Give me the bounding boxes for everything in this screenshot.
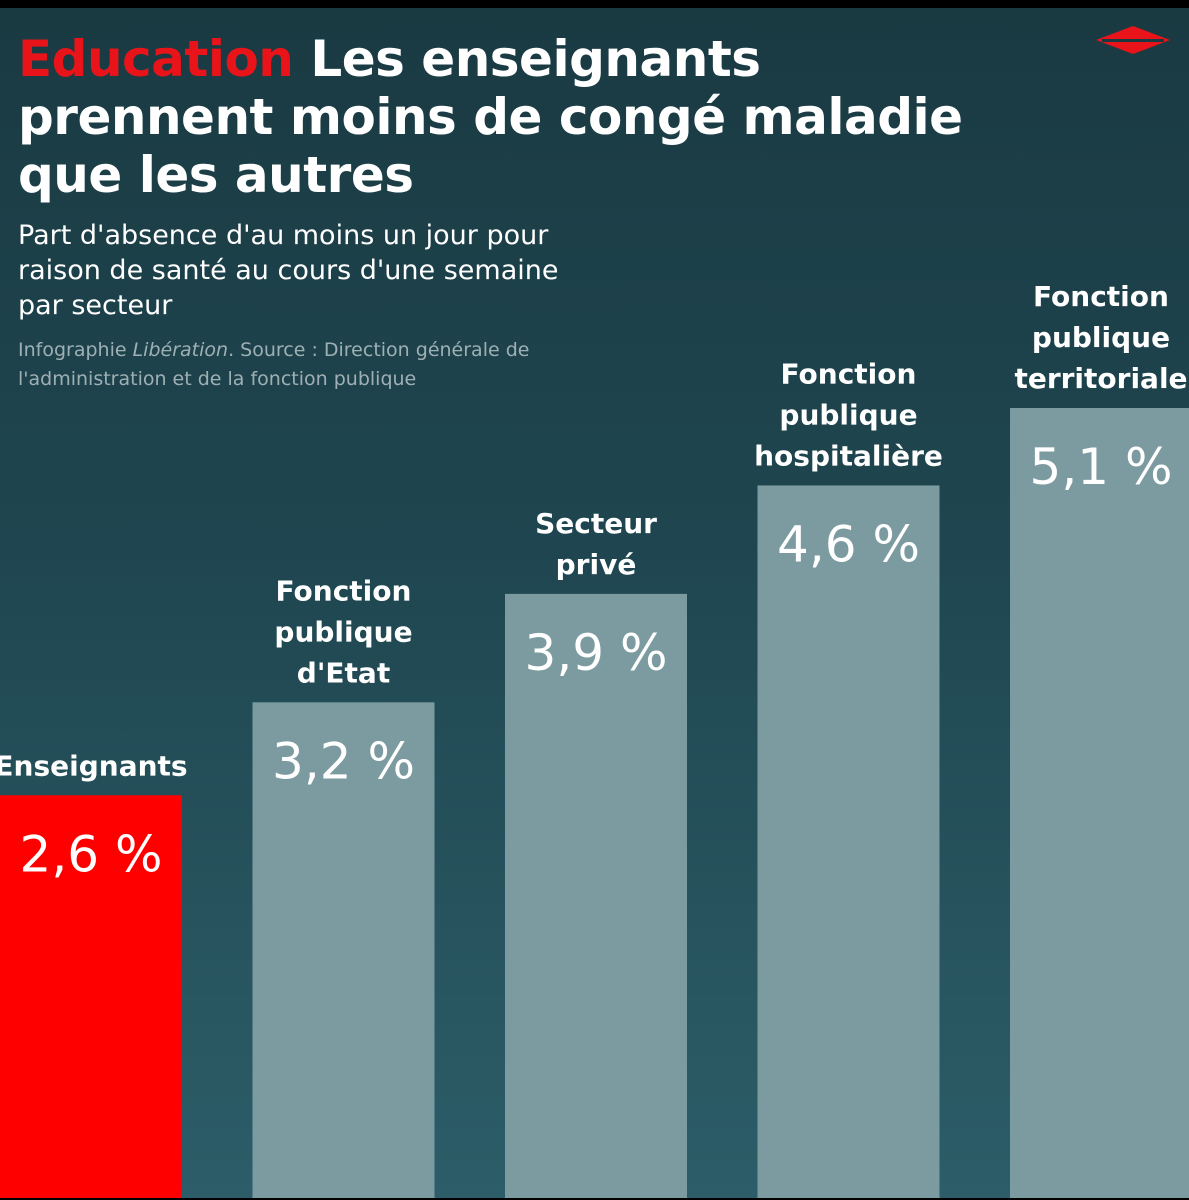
bar-3 bbox=[757, 485, 940, 1198]
bar-label-4-2: territoriale bbox=[1014, 362, 1187, 395]
bar-1 bbox=[252, 702, 435, 1198]
bar-chart: 2,6 % Enseignants 3,2 % Fonction publique d'E… bbox=[0, 280, 1189, 1198]
source-prefix: Infographie bbox=[18, 339, 133, 361]
bar-label-1-0: Fonction bbox=[276, 574, 412, 607]
bar-label-1-1: publique bbox=[274, 615, 412, 648]
logo-stripe bbox=[1102, 39, 1164, 42]
bar-label-2-1: privé bbox=[556, 548, 637, 581]
bar-label-0-0: Enseignants bbox=[0, 749, 188, 782]
liberation-logo-icon bbox=[1096, 26, 1170, 54]
bar-value-2: 3,9 % bbox=[525, 624, 668, 682]
bar-4 bbox=[1010, 408, 1189, 1198]
title-kicker: Education bbox=[18, 30, 294, 88]
source-brand: Libération bbox=[132, 339, 229, 361]
bar-label-4-0: Fonction bbox=[1033, 280, 1169, 313]
bar-label-4-1: publique bbox=[1032, 321, 1170, 354]
bar-2 bbox=[505, 593, 687, 1198]
bar-label-3-0: Fonction bbox=[781, 357, 917, 390]
chart-title: Education Les enseignants prennent moins… bbox=[18, 30, 1018, 204]
bar-0 bbox=[0, 795, 182, 1198]
infographic: Education Les enseignants prennent moins… bbox=[0, 8, 1189, 1198]
bar-value-0: 2,6 % bbox=[20, 825, 163, 883]
title-text: Les enseignants prennent moins de congé … bbox=[18, 30, 963, 204]
bar-label-2-0: Secteur bbox=[535, 507, 657, 540]
bar-label-1-2: d'Etat bbox=[297, 656, 390, 689]
source-rest: . Source : Direction générale de l'admin… bbox=[18, 339, 530, 390]
bar-value-4: 5,1 % bbox=[1030, 438, 1173, 496]
source-credit: Infographie Libération. Source : Directi… bbox=[18, 336, 598, 394]
bar-value-1: 3,2 % bbox=[272, 732, 415, 790]
bar-value-3: 4,6 % bbox=[777, 515, 920, 573]
bar-label-3-1: publique bbox=[779, 398, 917, 431]
bar-label-3-2: hospitalière bbox=[754, 439, 943, 472]
chart-subtitle: Part d'absence d'au moins un jour pour r… bbox=[18, 220, 559, 321]
